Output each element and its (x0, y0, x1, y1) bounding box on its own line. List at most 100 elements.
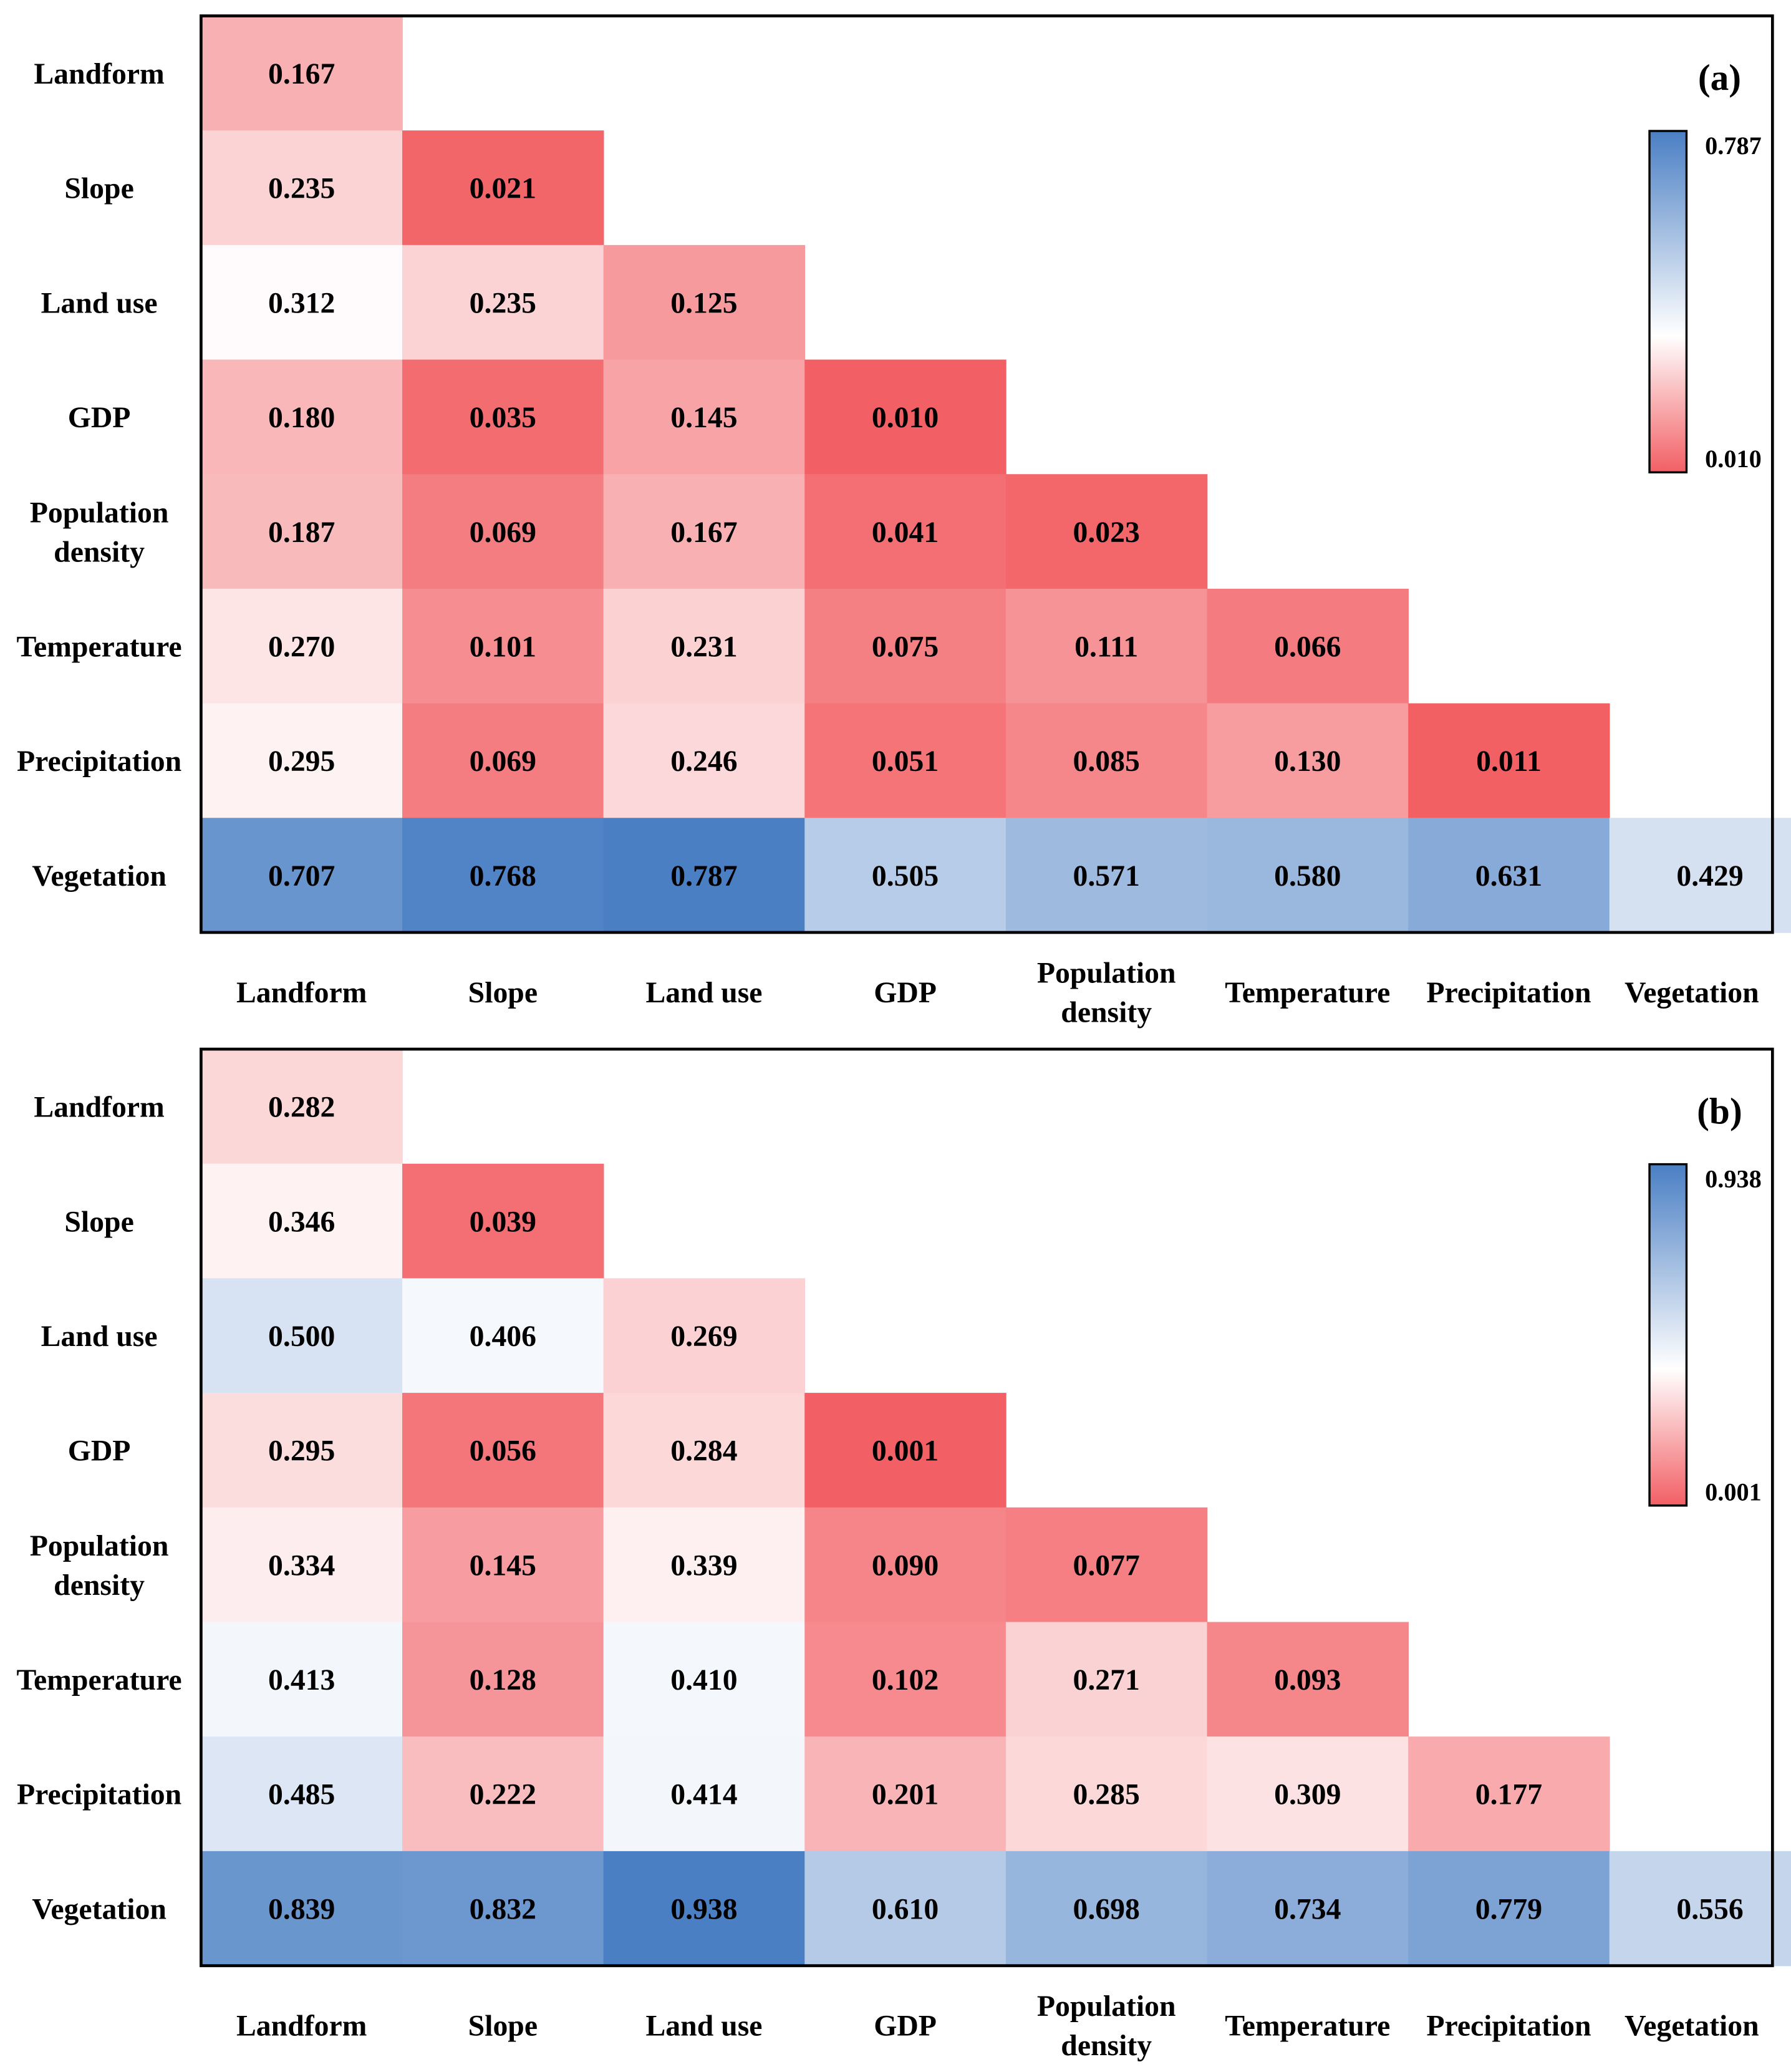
heatmap-cell (402, 703, 604, 819)
cell-value-label: 0.285 (1073, 1778, 1140, 1811)
row-label: Land use (41, 1320, 158, 1353)
row-label: Landform (34, 1091, 164, 1124)
heatmap-cell (804, 588, 1007, 704)
heatmap-cell (201, 474, 403, 589)
column-label: GDP (874, 976, 937, 1009)
cell-value-label: 0.429 (1676, 859, 1743, 893)
cell-value-label: 0.406 (470, 1320, 536, 1353)
cell-value-label: 0.707 (268, 859, 335, 893)
cell-value-label: 0.571 (1073, 859, 1140, 893)
heatmap-cell (1609, 818, 1791, 933)
heatmap-cell (1005, 1851, 1208, 1967)
column-label: Precipitation (1426, 2010, 1591, 2043)
heatmap-cell (804, 359, 1007, 475)
heatmap-cell (201, 1278, 403, 1393)
cell-value-label: 0.231 (670, 630, 737, 663)
cell-value-label: 0.295 (268, 745, 335, 778)
heatmap-cell (603, 1278, 806, 1393)
heatmap-cell (804, 1622, 1007, 1737)
heatmap-cell (804, 1393, 1007, 1508)
heatmap-cell (201, 703, 403, 819)
cell-value-label: 0.556 (1676, 1892, 1743, 1925)
cell-value-label: 0.187 (268, 516, 335, 549)
cell-value-label: 0.041 (872, 516, 939, 549)
heatmap-cell (603, 474, 806, 589)
cell-value-label: 0.056 (470, 1435, 536, 1468)
cell-value-label: 0.051 (872, 745, 939, 778)
cell-value-label: 0.075 (872, 630, 939, 663)
cell-value-label: 0.066 (1274, 630, 1341, 663)
cell-value-label: 0.271 (1073, 1663, 1140, 1697)
panel-label: (b) (1697, 1090, 1742, 1131)
cell-value-label: 0.631 (1475, 859, 1542, 893)
heatmap-cell (804, 703, 1007, 819)
column-label: Precipitation (1426, 976, 1591, 1009)
cell-value-label: 0.222 (470, 1778, 536, 1811)
heatmap-cell (804, 818, 1007, 933)
cell-value-label: 0.787 (670, 859, 737, 893)
heatmap-cell (402, 1622, 604, 1737)
colorbar-max-label: 0.787 (1705, 132, 1762, 160)
row-label: Precipitation (17, 745, 181, 778)
panel-label: (a) (1698, 57, 1741, 98)
cell-value-label: 0.334 (268, 1549, 335, 1582)
heatmap-cell (1005, 1507, 1208, 1623)
cell-value-label: 0.093 (1274, 1663, 1341, 1697)
heatmap-cell (201, 16, 403, 131)
row-label: GDP (68, 1435, 131, 1468)
cell-value-label: 0.295 (268, 1435, 335, 1468)
cell-value-label: 0.039 (470, 1205, 536, 1238)
row-label: Population density (30, 1529, 169, 1602)
cell-value-label: 0.069 (470, 516, 536, 549)
cell-value-label: 0.346 (268, 1205, 335, 1238)
heatmap-cell (1609, 1851, 1791, 1967)
colorbar-min-label: 0.010 (1705, 445, 1762, 473)
heatmap-cell (1207, 1851, 1409, 1967)
heatmap-cell (402, 244, 604, 361)
heatmap-cell (1005, 1622, 1208, 1737)
cell-value-label: 0.339 (670, 1549, 737, 1582)
heatmap-cell (201, 1736, 403, 1852)
cell-value-label: 0.090 (872, 1549, 939, 1582)
column-label: Land use (645, 2010, 762, 2043)
cell-value-label: 0.010 (872, 401, 939, 434)
cell-value-label: 0.282 (268, 1091, 335, 1124)
column-label: Slope (468, 2010, 538, 2043)
heatmap-cell (1005, 818, 1208, 933)
cell-value-label: 0.035 (470, 401, 536, 434)
cell-value-label: 0.201 (872, 1778, 939, 1811)
heatmap-cell (603, 1736, 806, 1852)
heatmap-cell (201, 1163, 403, 1279)
heatmap-cell (402, 1507, 604, 1623)
heatmap-cell (402, 1736, 604, 1852)
heatmap-cell (804, 474, 1007, 589)
cell-value-label: 0.023 (1073, 516, 1140, 549)
heatmap-cell (201, 1622, 403, 1737)
row-label: Temperature (17, 630, 182, 663)
cell-value-label: 0.235 (470, 286, 536, 319)
heatmap-cell (804, 1851, 1007, 1967)
heatmap-cell (603, 703, 806, 819)
heatmap-cell (603, 359, 806, 475)
heatmap-cell (1408, 1736, 1610, 1852)
column-label: Landform (236, 2010, 367, 2043)
cell-value-label: 0.069 (470, 745, 536, 778)
cell-value-label: 0.177 (1475, 1778, 1542, 1811)
heatmap-cell (402, 130, 604, 246)
plot-frame (200, 1047, 1774, 1967)
cell-value-label: 0.145 (470, 1549, 536, 1582)
heatmap-cell (402, 1393, 604, 1508)
cell-value-label: 0.167 (670, 516, 737, 549)
column-label: Vegetation (1624, 976, 1759, 1009)
cell-value-label: 0.414 (670, 1778, 737, 1811)
cell-value-label: 0.001 (872, 1435, 939, 1468)
row-label: GDP (68, 401, 131, 434)
cell-value-label: 0.698 (1073, 1892, 1140, 1925)
heatmap-panel-b: 0.282 0.346 0.039 0.500 0.406 0.269 0.295 0.056… (17, 1047, 1791, 2062)
row-label: Landform (34, 57, 164, 90)
heatmap-cell (201, 130, 403, 246)
heatmap-cell (1408, 818, 1610, 933)
cell-value-label: 0.167 (268, 57, 335, 90)
colorbar-max-label: 0.938 (1705, 1164, 1762, 1193)
column-label: Landform (236, 976, 367, 1009)
